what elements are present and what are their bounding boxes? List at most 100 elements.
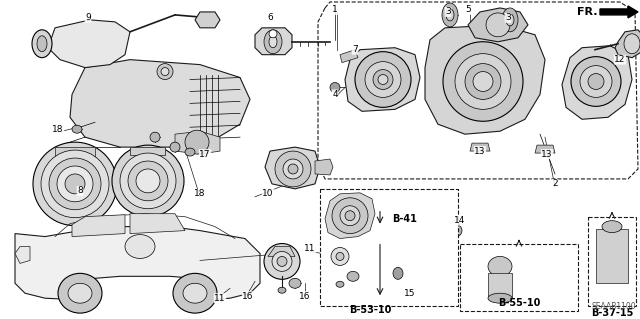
Text: 11: 11 xyxy=(214,294,226,303)
Ellipse shape xyxy=(332,198,368,234)
Ellipse shape xyxy=(65,174,85,194)
Ellipse shape xyxy=(345,211,355,221)
Ellipse shape xyxy=(502,8,518,32)
Ellipse shape xyxy=(72,125,82,133)
FancyArrow shape xyxy=(600,6,638,18)
Ellipse shape xyxy=(283,159,303,179)
Polygon shape xyxy=(615,30,640,58)
Ellipse shape xyxy=(41,150,109,218)
Ellipse shape xyxy=(269,30,277,38)
Ellipse shape xyxy=(157,63,173,79)
Polygon shape xyxy=(195,12,220,28)
Text: B-55-10: B-55-10 xyxy=(498,298,540,308)
Polygon shape xyxy=(535,145,555,153)
Ellipse shape xyxy=(58,273,102,313)
Text: 15: 15 xyxy=(404,289,416,298)
Text: FR.: FR. xyxy=(577,7,598,17)
Ellipse shape xyxy=(446,9,454,21)
Ellipse shape xyxy=(170,142,180,152)
Text: 2: 2 xyxy=(552,179,558,189)
Bar xyxy=(588,217,636,306)
Text: 7: 7 xyxy=(352,45,358,54)
Bar xyxy=(460,243,578,311)
Polygon shape xyxy=(345,48,420,111)
Text: 9: 9 xyxy=(85,13,91,22)
Text: 16: 16 xyxy=(300,292,311,301)
Text: 17: 17 xyxy=(199,150,211,159)
Polygon shape xyxy=(562,46,632,119)
Ellipse shape xyxy=(136,169,160,193)
Ellipse shape xyxy=(486,13,510,37)
Ellipse shape xyxy=(269,36,277,48)
Ellipse shape xyxy=(488,256,512,276)
Polygon shape xyxy=(175,131,220,154)
Ellipse shape xyxy=(450,225,462,237)
Ellipse shape xyxy=(277,256,287,266)
Ellipse shape xyxy=(49,158,101,210)
Ellipse shape xyxy=(161,68,169,76)
Ellipse shape xyxy=(571,57,621,106)
Ellipse shape xyxy=(473,71,493,92)
Ellipse shape xyxy=(288,164,298,174)
Text: B-41: B-41 xyxy=(392,214,417,224)
Ellipse shape xyxy=(112,145,184,217)
Polygon shape xyxy=(315,159,333,175)
Ellipse shape xyxy=(465,63,501,100)
Polygon shape xyxy=(425,25,545,134)
Polygon shape xyxy=(55,147,95,159)
Ellipse shape xyxy=(588,74,604,89)
Ellipse shape xyxy=(324,241,356,272)
Text: SEAAB1100: SEAAB1100 xyxy=(591,302,636,311)
Polygon shape xyxy=(468,8,528,42)
Text: 16: 16 xyxy=(243,292,253,301)
Ellipse shape xyxy=(331,248,349,265)
Ellipse shape xyxy=(32,30,52,58)
Ellipse shape xyxy=(125,234,155,258)
Ellipse shape xyxy=(264,243,300,279)
Ellipse shape xyxy=(355,52,411,108)
Polygon shape xyxy=(130,214,185,234)
Text: 3: 3 xyxy=(505,13,511,22)
Bar xyxy=(320,189,458,306)
Ellipse shape xyxy=(365,62,401,97)
Text: 18: 18 xyxy=(52,125,64,134)
Text: B-53-10: B-53-10 xyxy=(349,305,391,315)
Text: 1: 1 xyxy=(332,5,338,14)
Text: 8: 8 xyxy=(77,186,83,195)
Ellipse shape xyxy=(340,206,360,226)
Ellipse shape xyxy=(57,166,93,202)
Polygon shape xyxy=(72,215,125,237)
Text: 12: 12 xyxy=(614,55,626,64)
Ellipse shape xyxy=(278,287,286,293)
Polygon shape xyxy=(15,247,30,263)
Ellipse shape xyxy=(150,132,160,142)
Polygon shape xyxy=(265,147,320,189)
Ellipse shape xyxy=(347,271,359,281)
Ellipse shape xyxy=(272,251,292,271)
Ellipse shape xyxy=(393,267,403,279)
Ellipse shape xyxy=(185,130,209,154)
Ellipse shape xyxy=(373,70,393,89)
Polygon shape xyxy=(268,247,295,256)
Text: 6: 6 xyxy=(267,13,273,22)
Ellipse shape xyxy=(185,148,195,156)
Text: B-37-15: B-37-15 xyxy=(591,308,633,318)
Text: 11: 11 xyxy=(304,244,316,253)
Text: 13: 13 xyxy=(474,147,486,156)
Ellipse shape xyxy=(68,283,92,303)
Text: 3: 3 xyxy=(445,7,451,16)
Ellipse shape xyxy=(289,278,301,288)
Ellipse shape xyxy=(183,283,207,303)
Polygon shape xyxy=(470,143,490,151)
Text: 18: 18 xyxy=(195,189,205,198)
Ellipse shape xyxy=(37,36,47,52)
Ellipse shape xyxy=(336,281,344,287)
Ellipse shape xyxy=(602,221,622,233)
Ellipse shape xyxy=(120,153,176,209)
Bar xyxy=(596,229,628,283)
Polygon shape xyxy=(325,193,375,239)
Polygon shape xyxy=(340,50,358,63)
Ellipse shape xyxy=(488,293,512,303)
Polygon shape xyxy=(48,20,130,68)
Polygon shape xyxy=(130,147,165,155)
